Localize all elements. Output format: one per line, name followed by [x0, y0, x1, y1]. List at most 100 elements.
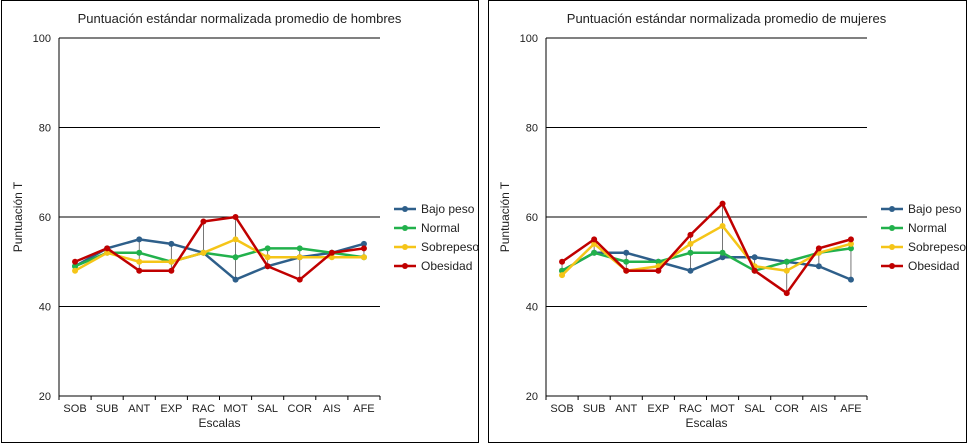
legend-marker-bajo-peso [889, 206, 895, 212]
legend-label-normal: Normal [908, 221, 947, 235]
y-tick-label: 60 [39, 212, 51, 224]
data-point-sobrepeso [847, 240, 854, 247]
x-tick-label: EXP [160, 403, 182, 415]
x-tick-label: ANT [128, 403, 150, 415]
data-point-bajo-peso [687, 267, 694, 274]
y-axis-label: Puntuación T [498, 181, 512, 252]
data-point-obesidad [168, 267, 175, 274]
x-tick-label: COR [775, 403, 800, 415]
data-point-normal [655, 258, 662, 265]
legend-label-bajo-peso: Bajo peso [421, 202, 475, 216]
data-point-normal [232, 254, 239, 261]
x-tick-label: MOT [223, 403, 248, 415]
data-point-bajo-peso [623, 249, 630, 256]
series-line-sobrepeso [561, 224, 852, 277]
legend-marker-sobrepeso [889, 244, 895, 250]
x-tick-label: AFE [353, 403, 374, 415]
data-point-obesidad [591, 236, 598, 243]
x-tick-label: COR [288, 403, 313, 415]
data-point-obesidad [296, 276, 303, 283]
x-tick-label: SUB [583, 403, 606, 415]
chart-title: Puntuación estándar normalizada promedio… [78, 11, 402, 26]
data-point-obesidad [360, 245, 367, 252]
y-tick-label: 20 [39, 391, 51, 403]
data-point-normal [847, 245, 854, 252]
data-point-obesidad [232, 214, 239, 220]
data-point-obesidad [687, 231, 694, 238]
y-tick-label: 60 [526, 212, 538, 224]
data-point-obesidad [815, 245, 822, 252]
y-axis-label: Puntuación T [11, 181, 25, 252]
data-point-bajo-peso [136, 236, 143, 243]
x-tick-label: RAC [192, 403, 215, 415]
data-point-sobrepeso [783, 267, 790, 274]
y-tick-label: 100 [520, 33, 538, 45]
data-point-obesidad [719, 200, 726, 207]
data-point-obesidad [72, 258, 79, 265]
legend-marker-bajo-peso [402, 206, 408, 212]
data-point-sobrepeso [719, 222, 726, 229]
x-axis-label: Escalas [198, 416, 240, 430]
x-tick-label: AIS [323, 403, 341, 415]
data-point-bajo-peso [847, 276, 854, 283]
legend-marker-normal [402, 225, 408, 231]
data-point-bajo-peso [168, 240, 175, 247]
series-line-bajo-peso [561, 251, 852, 281]
data-point-sobrepeso [559, 272, 566, 279]
x-tick-label: RAC [679, 403, 702, 415]
x-axis-label: Escalas [685, 416, 727, 430]
legend-marker-normal [889, 225, 895, 231]
data-point-normal [719, 249, 726, 256]
data-point-obesidad [847, 236, 854, 243]
y-tick-label: 40 [526, 302, 538, 314]
chart-svg-mujeres: Puntuación estándar normalizada promedio… [498, 11, 966, 430]
data-point-obesidad [623, 267, 630, 274]
legend-label-bajo-peso: Bajo peso [908, 202, 962, 216]
data-point-normal [687, 249, 694, 256]
data-point-sobrepeso [232, 236, 239, 243]
data-point-normal [136, 249, 143, 256]
data-point-sobrepeso [360, 254, 367, 261]
data-point-bajo-peso [751, 254, 758, 261]
data-point-obesidad [104, 245, 111, 252]
data-point-obesidad [751, 267, 758, 274]
data-point-obesidad [200, 218, 207, 225]
data-point-obesidad [328, 249, 335, 256]
data-point-obesidad [559, 258, 566, 265]
data-point-sobrepeso [687, 240, 694, 247]
data-point-bajo-peso [360, 240, 367, 247]
legend-label-sobrepeso: Sobrepeso [421, 240, 479, 254]
data-point-sobrepeso [168, 258, 175, 265]
data-point-normal [72, 263, 79, 270]
series-line-normal [74, 247, 365, 268]
y-tick-label: 80 [39, 123, 51, 135]
x-tick-label: AFE [840, 403, 861, 415]
legend-label-obesidad: Obesidad [421, 259, 472, 273]
data-point-normal [264, 245, 271, 252]
x-tick-label: AIS [810, 403, 828, 415]
data-point-sobrepeso [296, 254, 303, 261]
chart-panel-hombres: Puntuación estándar normalizada promedio… [1, 0, 479, 443]
x-tick-label: ANT [615, 403, 637, 415]
data-point-sobrepeso [264, 254, 271, 261]
legend-marker-obesidad [402, 263, 408, 269]
chart-panel-mujeres: Puntuación estándar normalizada promedio… [488, 0, 967, 443]
data-point-obesidad [136, 267, 143, 274]
legend-label-sobrepeso: Sobrepeso [908, 240, 966, 254]
data-point-normal [783, 258, 790, 265]
data-point-normal [591, 249, 598, 256]
series-line-bajo-peso [74, 238, 365, 281]
legend-label-obesidad: Obesidad [908, 259, 959, 273]
data-point-obesidad [655, 267, 662, 274]
chart-svg-hombres: Puntuación estándar normalizada promedio… [11, 11, 479, 430]
data-point-normal [296, 245, 303, 252]
data-point-obesidad [264, 263, 271, 270]
data-point-bajo-peso [815, 263, 822, 270]
data-point-bajo-peso [719, 254, 726, 261]
data-point-sobrepeso [72, 267, 79, 274]
data-point-bajo-peso [232, 276, 239, 283]
x-tick-label: SAL [257, 403, 278, 415]
series-line-sobrepeso [74, 238, 364, 272]
series-line-obesidad [74, 215, 365, 281]
data-point-sobrepeso [136, 258, 143, 265]
